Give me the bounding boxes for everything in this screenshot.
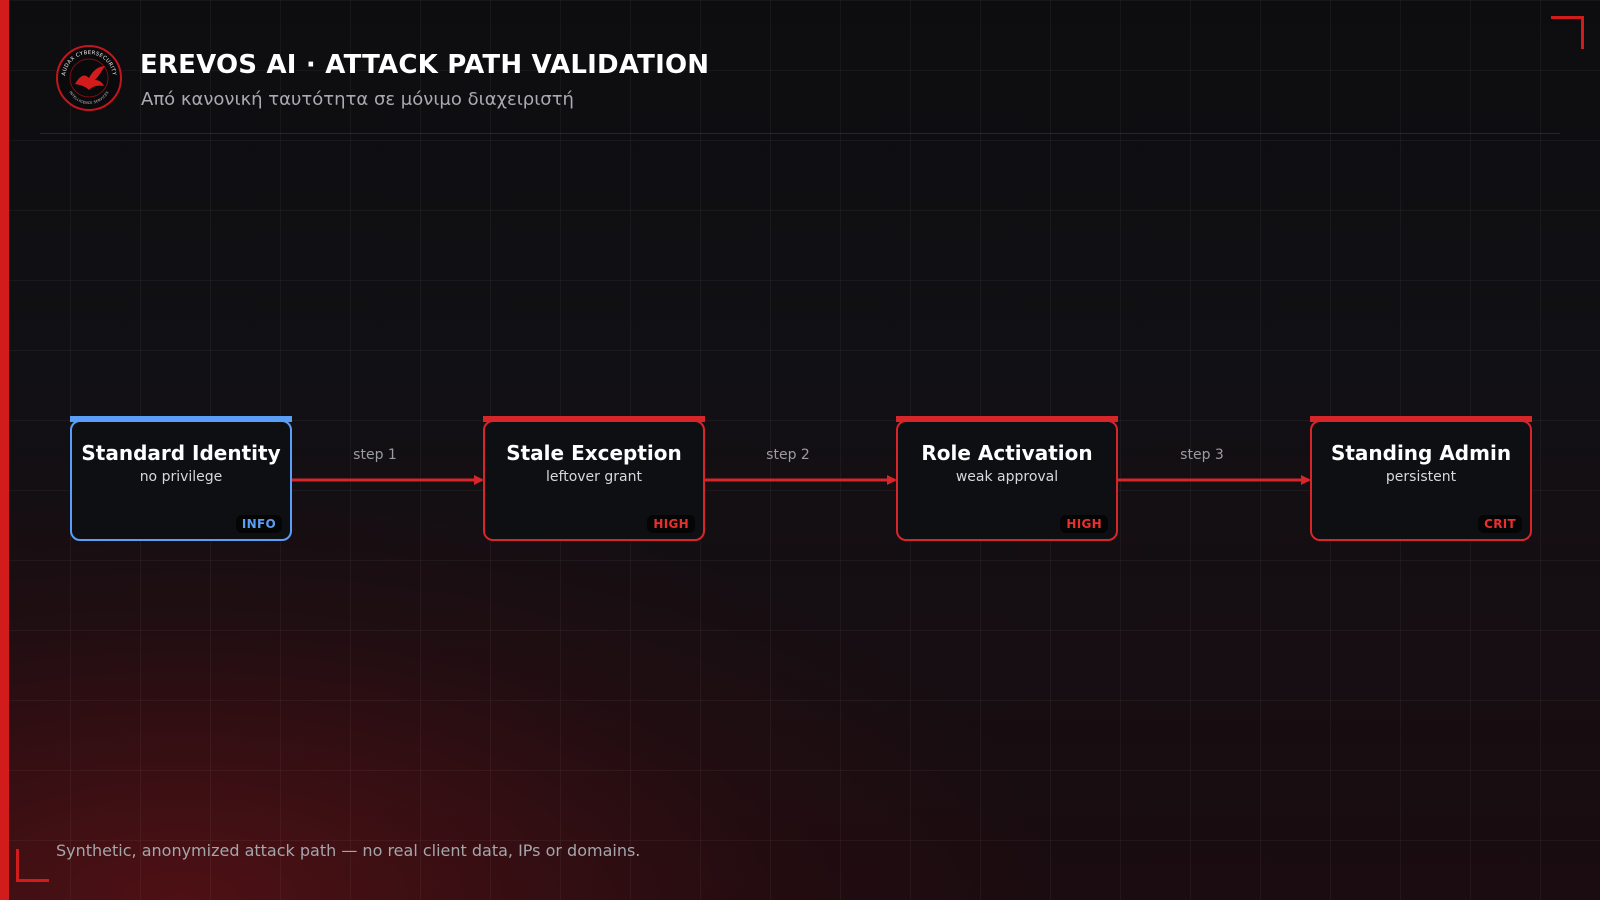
node-title: Role Activation [921,441,1093,465]
node-subtitle: no privilege [139,469,223,485]
node-subtitle: persistent [1385,469,1457,485]
node-stale-exception[interactable]: Stale Exception leftover grant HIGH [483,416,705,541]
page-title: EREVOS AI · ATTACK PATH VALIDATION [140,50,710,80]
node-subtitle: leftover grant [546,469,642,485]
node-standing-admin[interactable]: Standing Admin persistent CRIT [1310,416,1532,541]
severity-badge: HIGH [647,515,695,533]
edge-label-step-2: step 2 [766,447,810,463]
corner-bracket-top-right [1551,16,1584,49]
header-divider [40,133,1560,134]
edge-label-step-3: step 3 [1180,447,1224,463]
logo: AUDAX CYBERSECURITY INTELLIGENCE SERVICE… [56,45,122,111]
severity-badge: CRIT [1478,515,1522,533]
node-standard-identity[interactable]: Standard Identity no privilege INFO [70,416,292,541]
accent-bar [0,0,9,900]
edge-label-step-1: step 1 [353,447,397,463]
node-role-activation[interactable]: Role Activation weak approval HIGH [896,416,1118,541]
page-subtitle: Από κανονική ταυτότητα σε μόνιμο διαχειρ… [141,89,574,110]
corner-bracket-bottom-left [16,849,49,882]
node-title: Stale Exception [506,441,682,465]
node-accent-bar [1310,416,1532,422]
node-accent-bar [896,416,1118,422]
node-accent-bar [70,416,292,422]
node-subtitle: weak approval [955,469,1059,485]
node-title: Standing Admin [1330,441,1512,465]
footnote: Synthetic, anonymized attack path — no r… [56,841,641,860]
node-title: Standard Identity [81,441,281,465]
severity-badge: INFO [235,515,282,533]
node-accent-bar [483,416,705,422]
severity-badge: HIGH [1060,515,1108,533]
